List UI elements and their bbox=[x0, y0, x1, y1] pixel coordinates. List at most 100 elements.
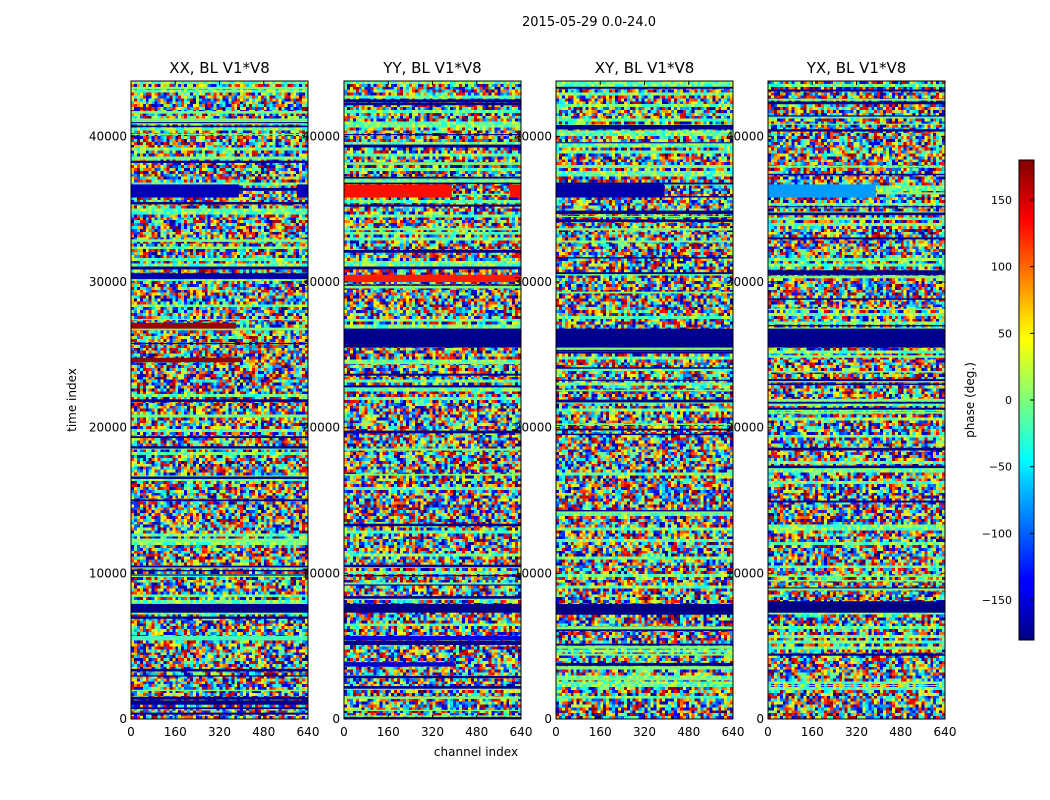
phase-stripe bbox=[131, 160, 308, 163]
y-tick-label: 0 bbox=[756, 712, 764, 726]
phase-stripe bbox=[344, 574, 521, 577]
colorbar-label: phase (deg.) bbox=[963, 362, 977, 438]
phase-stripe bbox=[344, 204, 521, 207]
panel-2: YY, BL V1*V8 0 160 320 480 640 0 10000 20000 3000… bbox=[302, 59, 533, 739]
phase-stripe bbox=[556, 666, 733, 670]
phase-stripe bbox=[768, 206, 945, 208]
phase-stripe bbox=[344, 180, 521, 182]
y-tick-label: 40000 bbox=[514, 129, 552, 143]
phase-stripe bbox=[131, 574, 308, 576]
phase-stripe bbox=[131, 119, 308, 122]
phase-stripe bbox=[344, 523, 521, 527]
phase-stripe bbox=[768, 653, 945, 656]
phase-band bbox=[344, 184, 452, 198]
phase-stripe bbox=[344, 385, 521, 388]
x-tick-label: 320 bbox=[633, 725, 656, 739]
phase-stripe bbox=[556, 86, 733, 89]
phase-stripe bbox=[768, 212, 945, 216]
y-tick-label: 10000 bbox=[726, 566, 764, 580]
y-tick-label: 30000 bbox=[726, 275, 764, 289]
phase-stripe bbox=[768, 447, 945, 451]
phase-stripe bbox=[768, 237, 945, 240]
phase-band bbox=[344, 635, 521, 641]
phase-stripe bbox=[344, 709, 521, 711]
phase-stripe bbox=[556, 219, 733, 223]
phase-stripe bbox=[131, 327, 308, 331]
y-axis-label: time index bbox=[65, 368, 79, 432]
phase-stripe bbox=[556, 257, 733, 259]
phase-stripe bbox=[131, 675, 308, 677]
colorbar-ticks: 150 100 50 0 −50 −100 −150 bbox=[982, 194, 1034, 607]
x-tick-label: 480 bbox=[465, 725, 488, 739]
phase-stripe bbox=[344, 162, 521, 165]
phase-stripe bbox=[344, 266, 521, 270]
phase-band bbox=[768, 603, 945, 613]
phase-stripe bbox=[768, 381, 945, 383]
phase-stripe bbox=[344, 596, 521, 599]
phase-stripe bbox=[556, 124, 733, 128]
phase-band bbox=[131, 184, 239, 198]
phase-stripe bbox=[556, 666, 733, 668]
phase-stripe bbox=[768, 398, 945, 402]
phase-stripe bbox=[344, 144, 521, 148]
phase-stripe bbox=[556, 142, 733, 144]
phase-stripe bbox=[131, 157, 308, 160]
phase-stripe bbox=[131, 342, 308, 345]
phase-stripe bbox=[344, 284, 521, 287]
phase-band bbox=[556, 184, 664, 198]
phase-stripe bbox=[556, 379, 733, 381]
y-tick-label: 20000 bbox=[726, 421, 764, 435]
phase-stripe bbox=[768, 123, 945, 125]
phase-stripe bbox=[556, 645, 733, 649]
y-tick-label: 10000 bbox=[89, 566, 127, 580]
phase-stripe bbox=[131, 111, 308, 114]
x-tick-label: 480 bbox=[677, 725, 700, 739]
x-tick-label: 640 bbox=[297, 725, 320, 739]
phase-stripe bbox=[131, 120, 308, 123]
panel-title: XY, BL V1*V8 bbox=[595, 59, 695, 77]
phase-stripe bbox=[131, 689, 308, 692]
phase-stripe bbox=[344, 182, 521, 185]
phase-stripe bbox=[131, 712, 308, 715]
phase-stripe bbox=[768, 101, 945, 105]
x-tick-label: 320 bbox=[845, 725, 868, 739]
phase-stripe bbox=[768, 379, 945, 382]
phase-stripe bbox=[556, 662, 733, 666]
phase-stripe bbox=[344, 686, 521, 689]
phase-stripe bbox=[131, 133, 308, 135]
y-tick-label: 10000 bbox=[514, 566, 552, 580]
phase-stripe bbox=[344, 696, 521, 699]
phase-stripe bbox=[556, 423, 733, 426]
phase-stripe bbox=[768, 355, 945, 358]
phase-stripe bbox=[768, 324, 945, 327]
colorbar-tick-label: 150 bbox=[991, 194, 1012, 207]
colorbar-tick-label: 100 bbox=[991, 261, 1012, 274]
phase-stripe bbox=[556, 291, 733, 294]
colorbar: 150 100 50 0 −50 −100 −150 phase (deg.) bbox=[963, 159, 1035, 641]
phase-stripe bbox=[344, 642, 521, 645]
phase-stripe bbox=[344, 362, 521, 365]
phase-stripe bbox=[556, 215, 733, 218]
phase-stripe bbox=[556, 653, 733, 656]
panel-title: YX, BL V1*V8 bbox=[806, 59, 907, 77]
phase-stripe bbox=[131, 319, 308, 321]
panel-3: XY, BL V1*V8 0 160 320 480 640 0 10000 20000 3000… bbox=[514, 59, 745, 739]
phase-stripe bbox=[556, 349, 733, 352]
x-tick-label: 640 bbox=[934, 725, 957, 739]
panel-4: YX, BL V1*V8 0 160 320 480 640 0 10000 20000 3000… bbox=[726, 59, 957, 739]
y-tick-label: 0 bbox=[544, 712, 552, 726]
phase-stripe bbox=[131, 415, 308, 417]
phase-stripe bbox=[556, 351, 733, 354]
phase-stripe bbox=[768, 173, 945, 176]
phase-stripe bbox=[131, 701, 308, 705]
phase-stripe bbox=[556, 433, 733, 436]
y-tick-label: 30000 bbox=[514, 275, 552, 289]
phase-stripe bbox=[768, 407, 945, 410]
phase-band bbox=[768, 184, 876, 198]
phase-stripe bbox=[768, 98, 945, 101]
phase-stripe bbox=[344, 176, 521, 179]
x-tick-label: 0 bbox=[552, 725, 560, 739]
phase-stripe bbox=[556, 643, 733, 646]
phase-stripe bbox=[768, 587, 945, 589]
